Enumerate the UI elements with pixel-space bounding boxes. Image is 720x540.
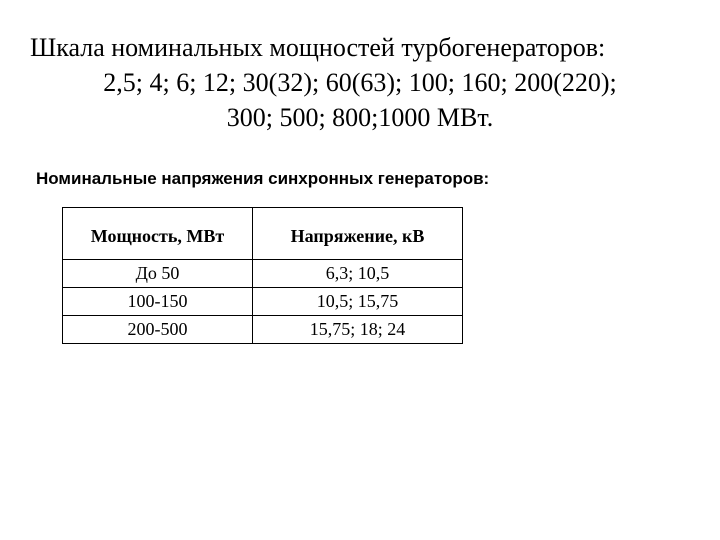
subheading: Номинальные напряжения синхронных генера…: [30, 169, 690, 189]
cell-voltage: 15,75; 18; 24: [253, 316, 463, 344]
cell-voltage: 6,3; 10,5: [253, 260, 463, 288]
table-row: 100-150 10,5; 15,75: [63, 288, 463, 316]
heading-line-3: 300; 500; 800;1000 МВт.: [30, 100, 690, 135]
voltage-table: Мощность, МВт Напряжение, кВ До 50 6,3; …: [62, 207, 463, 344]
col-header-voltage: Напряжение, кВ: [253, 208, 463, 260]
cell-voltage: 10,5; 15,75: [253, 288, 463, 316]
heading-line-1: Шкала номинальных мощностей турбогенерат…: [30, 30, 690, 65]
cell-power: До 50: [63, 260, 253, 288]
table-row: 200-500 15,75; 18; 24: [63, 316, 463, 344]
table-header-row: Мощность, МВт Напряжение, кВ: [63, 208, 463, 260]
cell-power: 100-150: [63, 288, 253, 316]
col-header-power: Мощность, МВт: [63, 208, 253, 260]
heading-line-2: 2,5; 4; 6; 12; 30(32); 60(63); 100; 160;…: [30, 65, 690, 100]
page-heading: Шкала номинальных мощностей турбогенерат…: [30, 30, 690, 135]
cell-power: 200-500: [63, 316, 253, 344]
table-row: До 50 6,3; 10,5: [63, 260, 463, 288]
